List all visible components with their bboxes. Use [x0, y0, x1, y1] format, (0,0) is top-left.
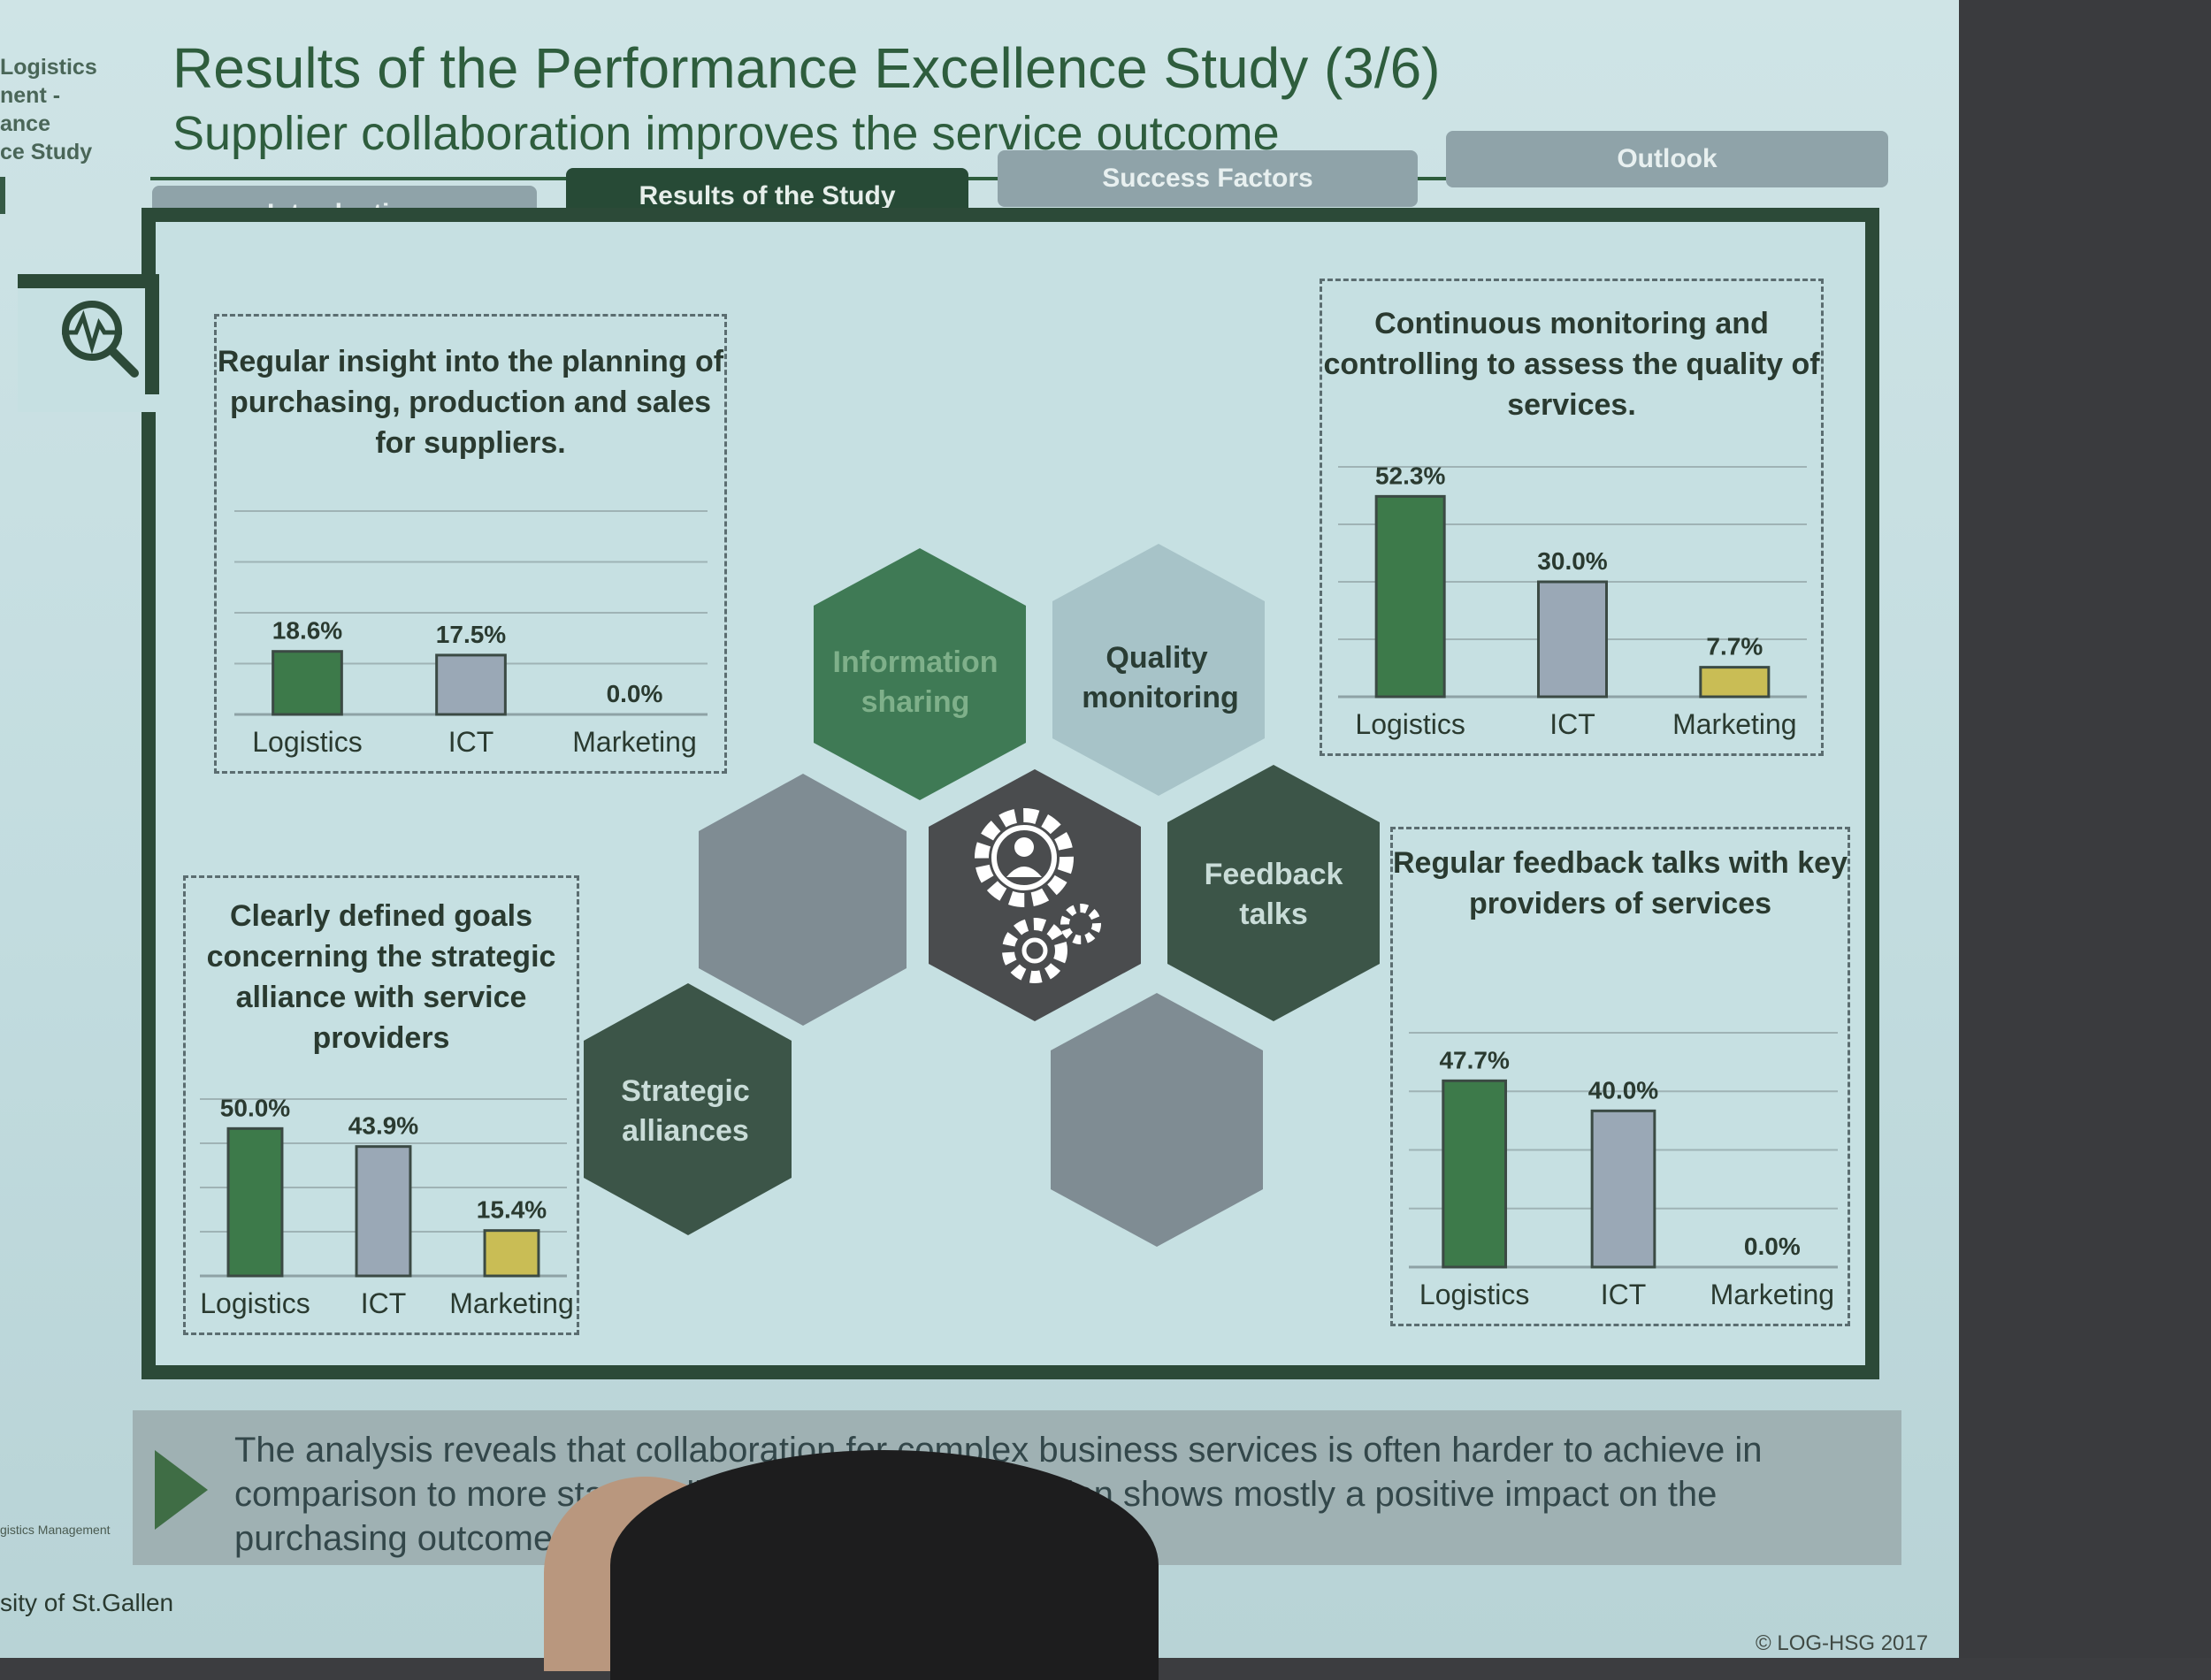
- category-label-ict: ICT: [1601, 1279, 1647, 1310]
- data-label-ict: 30.0%: [1537, 547, 1607, 575]
- notch-gap: [18, 394, 159, 412]
- room-wall: [1959, 0, 2211, 1658]
- bar-logistics: [226, 1126, 284, 1278]
- hex-strategic-alliances-label: alliances: [622, 1114, 749, 1148]
- data-label-marketing: 7.7%: [1706, 633, 1763, 661]
- sidebar-line: nent -: [0, 83, 61, 108]
- panel-title: Regular feedback talks with key provider…: [1393, 846, 1848, 920]
- university-name: sity of St.Gallen: [0, 1589, 174, 1616]
- data-label-logistics: 18.6%: [272, 617, 342, 645]
- hex-quality-monitoring-label: monitoring: [1082, 681, 1239, 714]
- category-label-logistics: Logistics: [1355, 708, 1465, 740]
- projected-slide: Logistics nent - ance ce Study Results o…: [0, 0, 1959, 1658]
- panel-regular-insight: Regular insight into the planning of pur…: [214, 314, 727, 774]
- hex-information-sharing-label: Information: [833, 645, 998, 679]
- category-label-marketing: Marketing: [572, 726, 697, 758]
- hex-information-sharing-label: sharing: [861, 685, 970, 719]
- bar-ict: [435, 653, 507, 716]
- data-label-marketing: 15.4%: [477, 1196, 547, 1224]
- hex-blank-grey: [699, 774, 907, 1026]
- category-label-logistics: Logistics: [200, 1287, 310, 1319]
- hex-strategic-alliances: [584, 983, 792, 1235]
- data-label-ict: 43.9%: [348, 1112, 418, 1140]
- hex-quality-monitoring: [1052, 544, 1265, 796]
- category-label-marketing: Marketing: [449, 1287, 574, 1319]
- gears-person-icon: [975, 808, 1101, 983]
- tab-success-factors[interactable]: Success Factors: [998, 150, 1418, 207]
- data-label-logistics: 47.7%: [1439, 1046, 1509, 1073]
- bar-ict: [1537, 580, 1608, 699]
- category-label-logistics: Logistics: [252, 726, 363, 758]
- sidebar-marker: [0, 177, 5, 214]
- hex-information-sharing: [814, 548, 1026, 800]
- hex-quality-monitoring-label: Quality: [1106, 641, 1207, 675]
- panel-title: Regular insight into the planning of pur…: [217, 345, 724, 460]
- chart-regular-insight: 18.6% Logistics 17.5% ICT 0.0% Marketing: [226, 476, 716, 772]
- category-label-ict: ICT: [448, 726, 494, 758]
- data-label-ict: 40.0%: [1588, 1076, 1658, 1103]
- magnifier-pulse-icon: [62, 301, 139, 378]
- bar-logistics: [272, 650, 343, 716]
- audience-head-dark-hair: [610, 1450, 1159, 1680]
- category-label-logistics: Logistics: [1419, 1279, 1530, 1310]
- bar-logistics: [1442, 1079, 1508, 1269]
- panel-clearly-defined-goals: Clearly defined goals concerning the str…: [183, 875, 579, 1335]
- copyright-notice: © LOG-HSG 2017: [1756, 1631, 1929, 1655]
- bar-ict: [355, 1145, 412, 1278]
- category-label-marketing: Marketing: [1710, 1279, 1835, 1310]
- panel-feedback-talks: Regular feedback talks with key provider…: [1390, 827, 1850, 1326]
- data-label-marketing: 0.0%: [607, 680, 663, 707]
- sidebar-line: ance: [0, 111, 50, 136]
- panel-title: Clearly defined goals concerning the str…: [206, 899, 556, 1055]
- hex-strategic-alliances-label: Strategic: [621, 1074, 750, 1108]
- chart-clearly-defined-goals: 50.0% Logistics 43.9% ICT 15.4% Marketing: [191, 1064, 576, 1333]
- hex-feedback-talks: [1167, 765, 1380, 1021]
- bar-ict: [1590, 1109, 1656, 1269]
- category-label-marketing: Marketing: [1672, 708, 1797, 740]
- tab-outlook[interactable]: Outlook: [1446, 131, 1888, 187]
- category-label-ict: ICT: [1549, 708, 1595, 740]
- panel-title: Continuous monitoring and controlling to…: [1323, 307, 1820, 422]
- data-label-marketing: 0.0%: [1744, 1233, 1801, 1260]
- data-label-ict: 17.5%: [436, 621, 506, 648]
- bar-logistics: [1374, 494, 1446, 699]
- panel-continuous-monitoring: Continuous monitoring and controlling to…: [1320, 279, 1824, 756]
- hex-feedback-talks-label: Feedback: [1205, 858, 1343, 891]
- chart-continuous-monitoring: 52.3% Logistics 30.0% ICT 7.7% Marketing: [1329, 431, 1816, 754]
- chart-feedback-talks: 47.7% Logistics 40.0% ICT 0.0% Marketing: [1400, 997, 1847, 1325]
- play-arrow-icon: [155, 1450, 208, 1530]
- bar-marketing: [1699, 666, 1771, 699]
- data-label-logistics: 50.0%: [220, 1094, 290, 1121]
- hexagon-cluster: Information sharing Quality monitoring F…: [584, 544, 1380, 1247]
- sidebar-line: ce Study: [0, 140, 93, 164]
- slide-title: Results of the Performance Excellence St…: [172, 36, 1441, 100]
- sidebar-study-label: Logistics nent - ance ce Study: [0, 53, 97, 166]
- category-label-ict: ICT: [361, 1287, 407, 1319]
- hex-feedback-talks-label: talks: [1239, 897, 1308, 931]
- institute-label: gistics Management: [0, 1523, 111, 1537]
- hex-blank-grey: [1051, 993, 1263, 1247]
- sidebar-line: Logistics: [0, 55, 97, 80]
- data-label-logistics: 52.3%: [1375, 462, 1445, 489]
- bar-marketing: [483, 1229, 540, 1278]
